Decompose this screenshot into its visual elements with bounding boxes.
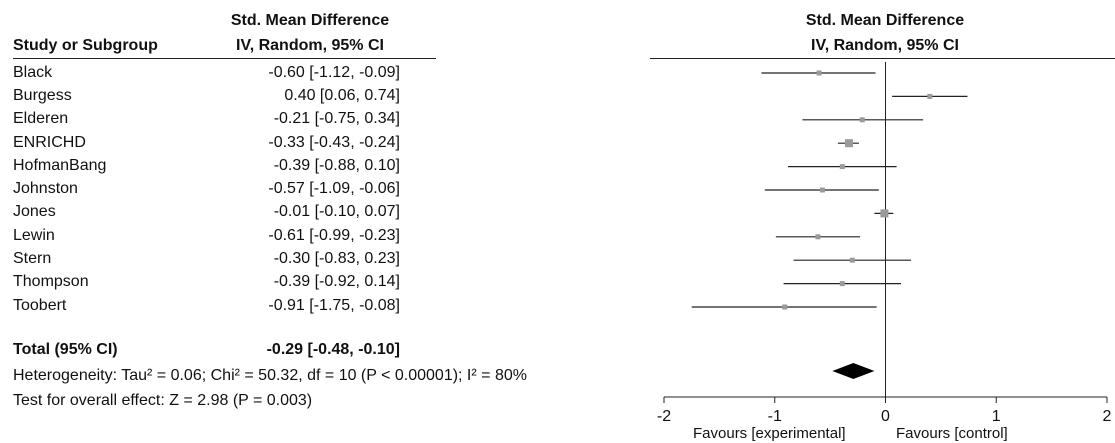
estimate-marker: [844, 139, 853, 148]
total-label: Total (95% CI): [13, 341, 118, 358]
study-name: Black: [13, 64, 53, 81]
x-tick-label: 0: [881, 408, 890, 425]
x-tick-label: 2: [1103, 408, 1112, 425]
estimate-marker: [819, 187, 825, 193]
study-name: Lewin: [13, 227, 55, 244]
study-ci-text: -0.39 [-0.92, 0.14]: [273, 273, 400, 290]
study-name: Jones: [13, 203, 56, 220]
study-ci-text: 0.40 [0.06, 0.74]: [284, 87, 400, 104]
study-ci-text: -0.61 [-0.99, -0.23]: [268, 227, 400, 244]
effect-column-header-line2: IV, Random, 95% CI: [236, 37, 384, 54]
study-ci-text: -0.01 [-0.10, 0.07]: [273, 203, 400, 220]
estimate-marker: [849, 257, 855, 263]
estimate-marker: [927, 93, 933, 99]
x-tick-label: -1: [768, 408, 782, 425]
estimate-marker: [782, 304, 788, 310]
x-tick-label: 1: [992, 408, 1001, 425]
study-ci-text: -0.33 [-0.43, -0.24]: [268, 134, 400, 151]
x-tick-label: -2: [657, 408, 671, 425]
study-ci-text: -0.30 [-0.83, 0.23]: [273, 250, 400, 267]
estimate-marker: [859, 117, 865, 123]
study-ci-text: -0.57 [-1.09, -0.06]: [268, 180, 400, 197]
study-name: HofmanBang: [13, 157, 107, 174]
plot-header-rule: [650, 58, 1115, 59]
study-name: Johnston: [13, 180, 78, 197]
plot-header-line2: IV, Random, 95% CI: [811, 37, 959, 54]
favours-left-label: Favours [experimental]: [693, 425, 846, 442]
study-name: Elderen: [13, 110, 69, 127]
study-ci-text: -0.39 [-0.88, 0.10]: [273, 157, 400, 174]
table-header-rule: [13, 58, 436, 59]
study-name: Burgess: [13, 87, 72, 104]
study-ci-text: -0.91 [-1.75, -0.08]: [268, 297, 400, 314]
study-name: Thompson: [13, 273, 89, 290]
plot-header-line1: Std. Mean Difference: [805, 12, 965, 29]
study-ci-text: -0.21 [-0.75, 0.34]: [273, 110, 400, 127]
study-column-header: Study or Subgroup: [13, 37, 158, 54]
study-name: ENRICHD: [13, 134, 86, 151]
pooled-diamond: [832, 363, 875, 379]
estimate-marker: [880, 209, 889, 218]
estimate-marker: [816, 70, 822, 76]
total-ci-text: -0.29 [-0.48, -0.10]: [266, 341, 400, 358]
study-name: Toobert: [13, 297, 67, 314]
estimate-marker: [839, 164, 845, 170]
favours-right-label: Favours [control]: [896, 425, 1008, 442]
heterogeneity-text: Heterogeneity: Tau² = 0.06; Chi² = 50.32…: [13, 367, 527, 384]
effect-column-header-line1: Std. Mean Difference: [230, 12, 390, 29]
overall-effect-text: Test for overall effect: Z = 2.98 (P = 0…: [13, 392, 313, 409]
estimate-marker: [839, 281, 845, 287]
estimate-marker: [815, 234, 821, 240]
study-name: Stern: [13, 250, 52, 267]
study-ci-text: -0.60 [-1.12, -0.09]: [268, 64, 400, 81]
